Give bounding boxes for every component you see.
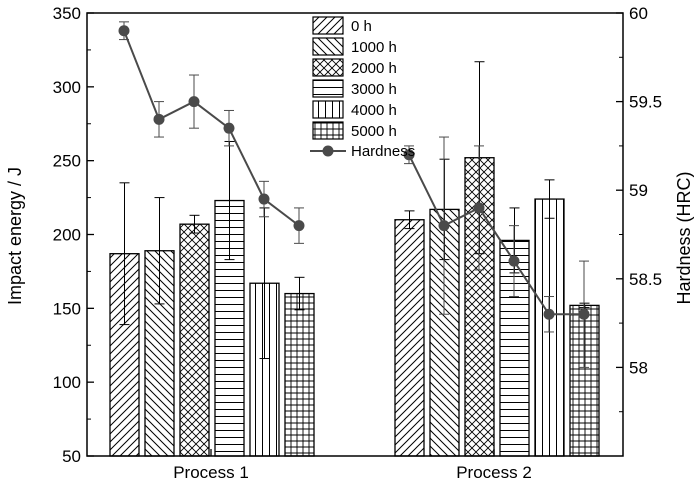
hardness-point bbox=[223, 122, 235, 134]
hardness-point bbox=[508, 255, 520, 267]
bar bbox=[394, 219, 425, 457]
y-right-tick-label: 58 bbox=[629, 358, 648, 377]
y-right-tick-label: 59.5 bbox=[629, 93, 662, 112]
legend-swatch bbox=[312, 121, 344, 140]
bar bbox=[284, 292, 315, 457]
hardness-point bbox=[578, 308, 590, 320]
legend-label: 0 h bbox=[351, 18, 372, 35]
y-right-tick-label: 59 bbox=[629, 181, 648, 200]
legend-label: 5000 h bbox=[351, 123, 397, 140]
hardness-point bbox=[438, 220, 450, 232]
y-tick-label: 250 bbox=[53, 152, 81, 171]
hardness-point bbox=[258, 193, 270, 205]
legend-swatch bbox=[312, 79, 344, 98]
y-tick-label: 50 bbox=[62, 447, 81, 466]
legend-label: 2000 h bbox=[351, 60, 397, 77]
x-tick-label: Process 2 bbox=[456, 463, 532, 482]
hardness-point bbox=[543, 308, 555, 320]
legend: 0 h 1000 h 2000 h 3000 h 4000 h 5000 h Hardnes… bbox=[310, 16, 415, 160]
legend-swatch bbox=[312, 16, 344, 35]
y-right-tick-label: 58.5 bbox=[629, 270, 662, 289]
hardness-point bbox=[403, 149, 415, 161]
hardness-point bbox=[293, 220, 305, 232]
hardness-point bbox=[473, 202, 485, 214]
hardness-point bbox=[188, 96, 200, 108]
legend-label: 3000 h bbox=[351, 81, 397, 98]
hardness-series bbox=[118, 21, 590, 368]
y-tick-label: 350 bbox=[53, 4, 81, 23]
legend-label: Hardness bbox=[351, 143, 415, 160]
legend-swatch bbox=[312, 58, 344, 77]
legend-swatch bbox=[312, 100, 344, 119]
bar bbox=[179, 223, 210, 457]
legend-swatch bbox=[312, 37, 344, 56]
impact-energy-bars bbox=[109, 157, 600, 457]
hardness-line bbox=[408, 154, 584, 316]
y-tick-label: 100 bbox=[53, 373, 81, 392]
y-tick-label: 300 bbox=[53, 78, 81, 97]
hardness-point bbox=[153, 113, 165, 125]
y-tick-label: 150 bbox=[53, 299, 81, 318]
y-tick-label: 200 bbox=[53, 226, 81, 245]
x-tick-label: Process 1 bbox=[173, 463, 249, 482]
legend-hardness-marker bbox=[322, 145, 334, 157]
legend-label: 1000 h bbox=[351, 39, 397, 56]
hardness-point bbox=[118, 25, 130, 37]
y-axis-title-right: Hardness (HRC) bbox=[674, 171, 694, 304]
y-right-tick-label: 60 bbox=[629, 4, 648, 23]
y-axis-title-left: Impact energy / J bbox=[5, 167, 25, 305]
hardness-line bbox=[123, 30, 300, 227]
axis-ticks: 50 100 150 200 250 300 350 58 58.5 59 59.5 60 Proces… bbox=[53, 4, 662, 482]
legend-label: 4000 h bbox=[351, 102, 397, 119]
